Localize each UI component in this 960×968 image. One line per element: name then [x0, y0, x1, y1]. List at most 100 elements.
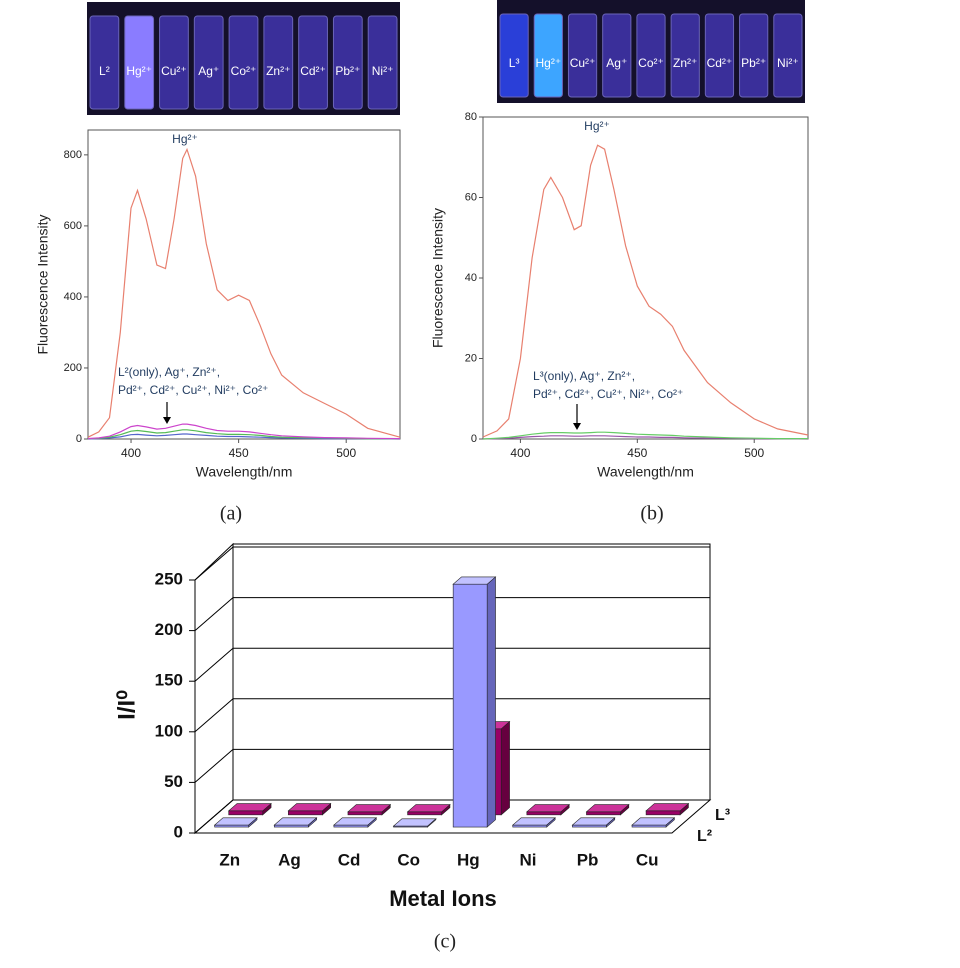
vial [636, 13, 666, 98]
vial-label: Ag⁺ [606, 56, 627, 70]
vial [533, 13, 563, 98]
arrow-head [163, 417, 171, 424]
spectrum-line [87, 147, 401, 438]
spectrum-line [482, 435, 809, 440]
y-tick-label: 200 [155, 620, 183, 639]
vial [298, 15, 328, 110]
floor [193, 799, 712, 834]
bar-top [585, 804, 630, 813]
vial-label: Zn²⁺ [266, 64, 290, 78]
y-tick-label: 250 [155, 569, 183, 588]
vial [124, 15, 155, 110]
x-tick-label: Zn [219, 850, 240, 869]
spectrum-line [87, 433, 401, 440]
bar-top [347, 804, 392, 813]
spectrum-line [482, 431, 808, 440]
series-label: L² [697, 828, 712, 845]
annotation: Hg²⁺ [584, 119, 610, 133]
grid-line [194, 698, 710, 733]
bar [333, 824, 369, 828]
plot-frame [87, 129, 401, 440]
spectrum-line [87, 423, 401, 440]
vial-label: L³ [509, 56, 520, 70]
vial [367, 15, 398, 110]
x-tick-label: Cd [338, 850, 361, 869]
vial-label: Cd²⁺ [707, 56, 733, 70]
bar-side [486, 576, 496, 828]
y-tick-label: 0 [76, 433, 82, 445]
bar-top [392, 818, 437, 827]
bar [631, 824, 667, 828]
y-axis-title: I/I⁰ [113, 690, 140, 720]
x-tick-label: Pb [577, 850, 599, 869]
y-tick-label: 100 [155, 721, 183, 740]
x-tick-label: 500 [336, 446, 356, 460]
vial [773, 13, 803, 98]
vial [228, 15, 259, 110]
bar [645, 810, 681, 816]
grid-line [194, 748, 710, 783]
vial-label: Hg²⁺ [126, 64, 152, 78]
y-tick-label: 0 [471, 433, 477, 445]
bar-top [452, 576, 497, 585]
vial-label: Co²⁺ [231, 64, 257, 78]
bar-top [631, 817, 676, 826]
caption: (c) [434, 931, 456, 953]
vial [89, 15, 120, 110]
annotation: Pd²⁺, Cd²⁺, Cu²⁺, Ni²⁺, Co²⁺ [118, 383, 268, 397]
vial-label: Pb²⁺ [741, 56, 766, 70]
bar-top [213, 817, 258, 826]
arrow-head [573, 423, 581, 430]
x-tick-label: 400 [121, 446, 141, 460]
y-tick-label: 600 [64, 220, 82, 232]
series-label: L³ [715, 807, 730, 824]
x-axis-title: Metal Ions [389, 886, 497, 911]
spectrum-line [482, 144, 809, 438]
caption: (b) [640, 503, 663, 525]
vial-label: Ni²⁺ [777, 56, 799, 70]
bar [347, 811, 383, 816]
bar [586, 811, 621, 816]
y-tick-label: 400 [64, 291, 82, 303]
grid-line [194, 546, 710, 581]
bar [572, 824, 607, 828]
bar-top [406, 804, 451, 813]
vial-label: Cu²⁺ [570, 56, 596, 70]
y-tick-label: 150 [155, 671, 183, 690]
x-tick-label: Cu [636, 850, 659, 869]
x-tick-label: Ni [519, 850, 536, 869]
vial-label: Zn²⁺ [673, 56, 697, 70]
vial [739, 13, 769, 98]
vial [332, 15, 363, 110]
bar-top [273, 817, 318, 826]
spectrum-line [87, 429, 400, 440]
vial [670, 13, 700, 98]
x-tick-label: Co [397, 850, 420, 869]
vial [499, 13, 529, 98]
vial [704, 13, 735, 98]
vial [263, 15, 294, 110]
y-tick-label: 800 [64, 149, 82, 161]
vial-label: Cu²⁺ [161, 64, 187, 78]
bar-top [227, 803, 272, 812]
y-tick-label: 20 [465, 352, 477, 364]
vial-label: Co²⁺ [638, 56, 664, 70]
y-tick-label: 50 [164, 772, 183, 791]
vial-label: L² [99, 64, 110, 78]
y-tick-label: 80 [465, 111, 477, 123]
bar [214, 824, 249, 828]
left-wall [194, 542, 234, 835]
x-tick-label: 450 [229, 446, 249, 460]
bar [288, 810, 323, 816]
vial [602, 13, 632, 98]
y-tick-label: 0 [174, 822, 183, 841]
bar [228, 810, 264, 816]
annotation: Hg²⁺ [172, 132, 198, 146]
x-axis-title: Wavelength/nm [196, 464, 293, 480]
bar [273, 824, 309, 828]
vial [193, 15, 224, 110]
y-tick-label: 200 [64, 362, 82, 374]
vial [159, 15, 189, 110]
vial-label: Pb²⁺ [335, 64, 360, 78]
